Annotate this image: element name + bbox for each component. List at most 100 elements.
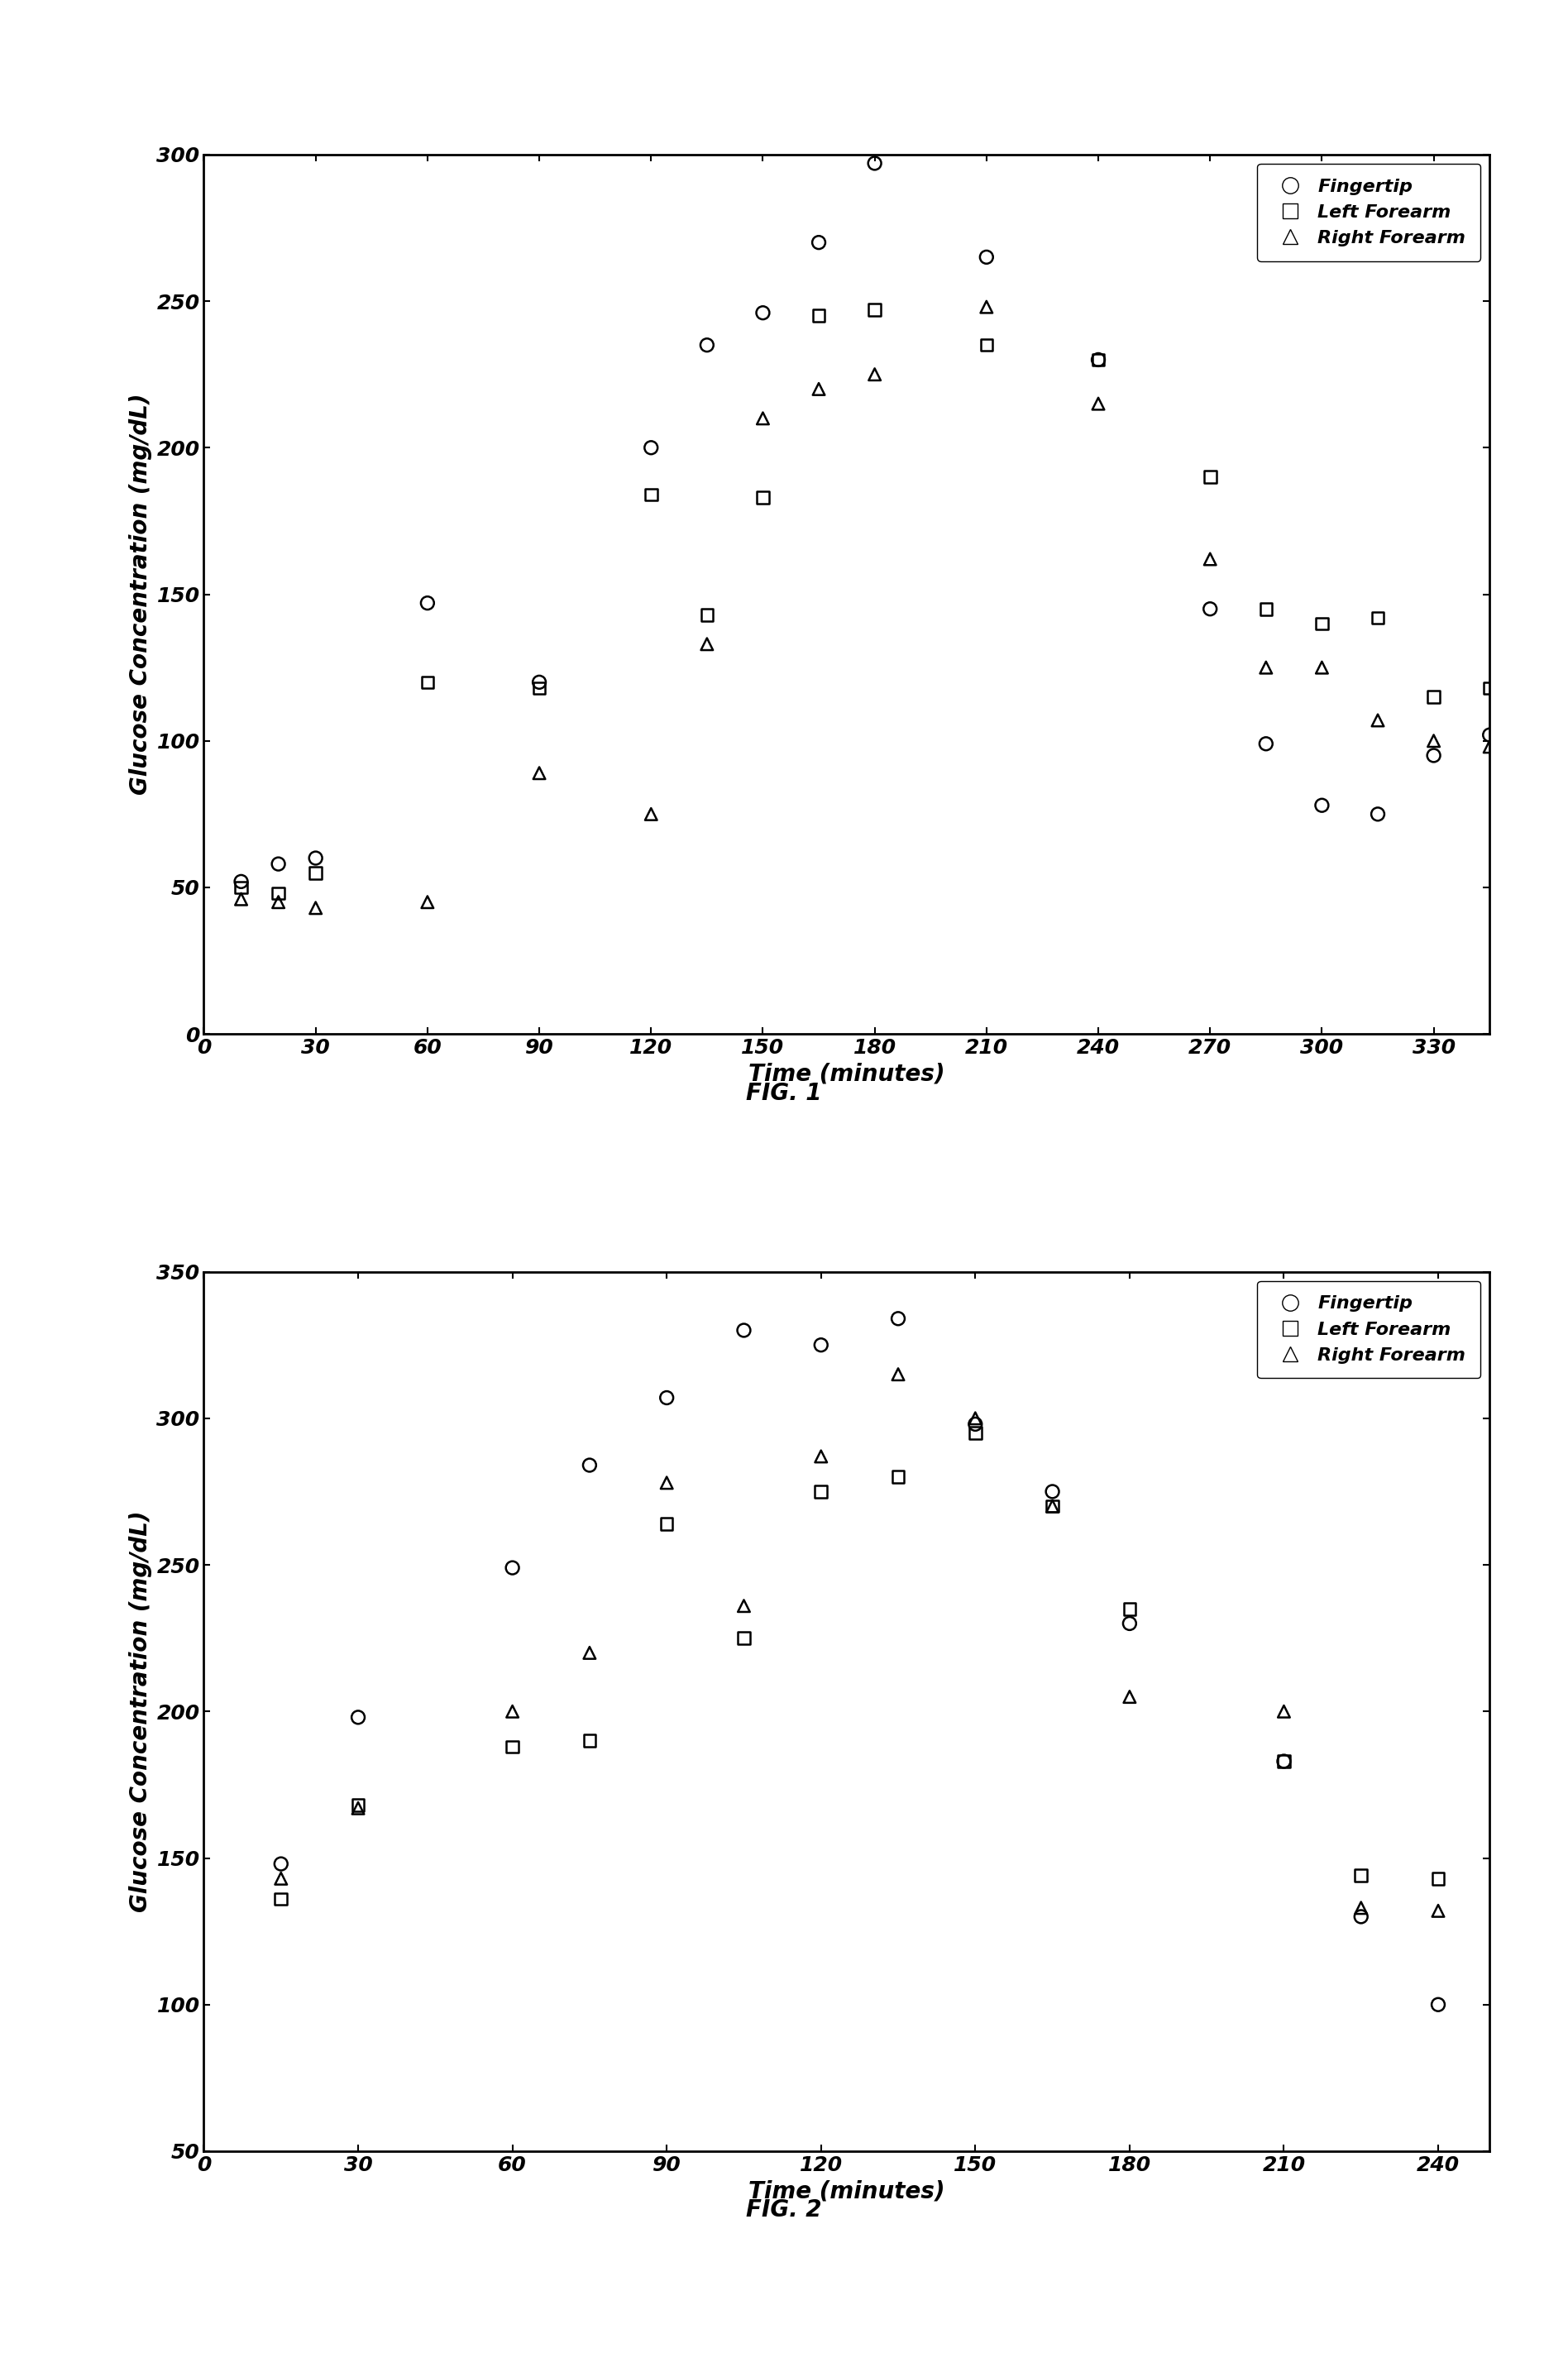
Point: [1477, 668, 1502, 706]
Point: [1425, 1985, 1450, 2023]
Legend: Fingertip, Left Forearm, Right Forearm: Fingertip, Left Forearm, Right Forearm: [1258, 1281, 1480, 1379]
Point: [416, 585, 441, 623]
Point: [695, 326, 720, 364]
Point: [974, 326, 999, 364]
Point: [638, 794, 663, 834]
Point: [1272, 1692, 1297, 1730]
Point: [1309, 649, 1334, 687]
Point: [1348, 1856, 1374, 1894]
Point: [229, 863, 254, 901]
Point: [303, 839, 328, 877]
Point: [1040, 1471, 1065, 1512]
Point: [1116, 1604, 1142, 1643]
Point: [654, 1379, 679, 1417]
Point: [731, 1619, 756, 1657]
Point: [751, 478, 776, 516]
Y-axis label: Glucose Concentration (mg/dL): Glucose Concentration (mg/dL): [129, 395, 152, 794]
X-axis label: Time (minutes): Time (minutes): [748, 2180, 946, 2203]
Point: [654, 1464, 679, 1502]
Point: [268, 1859, 293, 1897]
Point: [886, 1355, 911, 1393]
Point: [806, 371, 831, 409]
Point: [1366, 794, 1391, 834]
Point: [267, 844, 292, 882]
Point: [809, 1438, 834, 1476]
Point: [862, 354, 887, 392]
Point: [500, 1692, 525, 1730]
Point: [963, 1414, 988, 1452]
Point: [886, 1300, 911, 1338]
Point: [1085, 340, 1110, 378]
Point: [1421, 677, 1446, 715]
Point: [1116, 1678, 1142, 1716]
Point: [1253, 589, 1278, 628]
Text: FIG. 1: FIG. 1: [746, 1082, 822, 1105]
Point: [1272, 1742, 1297, 1780]
Point: [751, 399, 776, 437]
Point: [527, 663, 552, 701]
Point: [1253, 649, 1278, 687]
Text: FIG. 2: FIG. 2: [746, 2199, 822, 2222]
Point: [303, 853, 328, 891]
Point: [1348, 1890, 1374, 1928]
Point: [577, 1633, 602, 1671]
Point: [1198, 540, 1223, 578]
Point: [806, 297, 831, 335]
Point: [267, 875, 292, 913]
Point: [345, 1785, 370, 1823]
Point: [731, 1588, 756, 1626]
Point: [886, 1457, 911, 1495]
Point: [416, 663, 441, 701]
Legend: Fingertip, Left Forearm, Right Forearm: Fingertip, Left Forearm, Right Forearm: [1258, 164, 1480, 261]
Point: [751, 295, 776, 333]
Point: [1309, 604, 1334, 642]
Point: [1085, 340, 1110, 378]
Point: [500, 1550, 525, 1588]
Point: [638, 428, 663, 466]
Point: [267, 882, 292, 920]
Point: [974, 288, 999, 326]
Point: [268, 1845, 293, 1883]
Point: [731, 1312, 756, 1350]
Point: [1366, 599, 1391, 637]
Point: [1348, 1897, 1374, 1935]
Point: [974, 238, 999, 276]
Point: [1272, 1742, 1297, 1780]
Point: [1040, 1488, 1065, 1526]
Point: [695, 597, 720, 635]
Point: [527, 668, 552, 706]
Point: [638, 475, 663, 513]
Point: [1477, 727, 1502, 765]
Point: [1425, 1859, 1450, 1897]
Point: [1425, 1892, 1450, 1930]
Point: [1253, 725, 1278, 763]
Point: [1040, 1488, 1065, 1526]
Point: [229, 879, 254, 918]
X-axis label: Time (minutes): Time (minutes): [748, 1063, 946, 1086]
Point: [577, 1721, 602, 1759]
Point: [963, 1405, 988, 1443]
Point: [345, 1790, 370, 1828]
Point: [862, 290, 887, 328]
Point: [268, 1880, 293, 1918]
Point: [862, 145, 887, 183]
Y-axis label: Glucose Concentration (mg/dL): Glucose Concentration (mg/dL): [129, 1512, 152, 1911]
Point: [345, 1697, 370, 1735]
Point: [229, 868, 254, 906]
Point: [1116, 1590, 1142, 1628]
Point: [1366, 701, 1391, 739]
Point: [527, 754, 552, 792]
Point: [1198, 459, 1223, 497]
Point: [809, 1326, 834, 1364]
Point: [1421, 737, 1446, 775]
Point: [1309, 787, 1334, 825]
Point: [809, 1471, 834, 1512]
Point: [500, 1728, 525, 1766]
Point: [1198, 589, 1223, 628]
Point: [654, 1505, 679, 1543]
Point: [1421, 723, 1446, 761]
Point: [1477, 715, 1502, 754]
Point: [695, 625, 720, 663]
Point: [577, 1445, 602, 1483]
Point: [303, 889, 328, 927]
